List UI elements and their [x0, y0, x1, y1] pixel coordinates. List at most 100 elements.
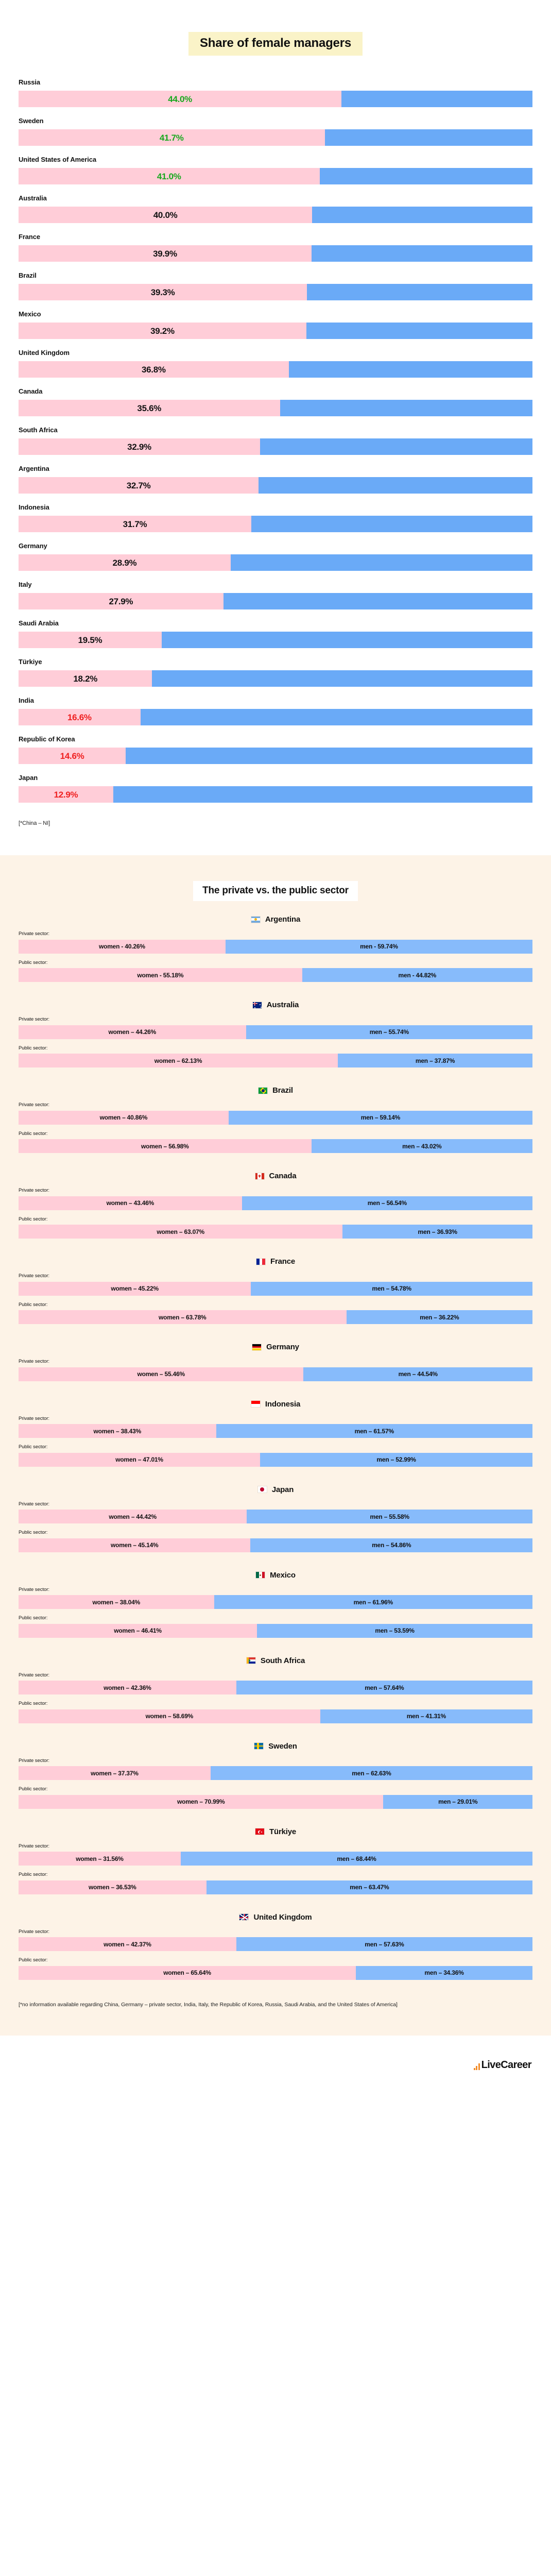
gender-split-bar: women – 70.99% men – 29.01% [19, 1794, 532, 1809]
country-header: Germany [19, 1331, 532, 1359]
men-segment: men – 44.54% [303, 1367, 532, 1381]
japan-flag-icon [257, 1486, 267, 1493]
sector-label: Private sector: [19, 1501, 49, 1507]
country-header: Brazil [19, 1074, 532, 1103]
men-segment-label: men - 44.82% [398, 971, 437, 979]
ranking-country-label: Japan [19, 774, 38, 782]
female-share-segment: 39.3% [19, 284, 307, 300]
men-segment: men – 52.99% [260, 1452, 532, 1467]
ranking-bar: 16.6% [19, 709, 532, 725]
men-segment-label: men – 36.22% [420, 1313, 459, 1321]
women-segment: women – 38.04% [19, 1595, 214, 1609]
gender-split-bar: women – 43.46% men – 56.54% [19, 1196, 532, 1210]
ranking-row: South Africa 32.9% [0, 427, 551, 455]
men-segment: men – 57.63% [236, 1937, 532, 1951]
men-segment-label: men – 61.57% [354, 1427, 394, 1435]
ranking-row: Republic of Korea 14.6% [0, 736, 551, 764]
men-segment-label: men – 53.59% [375, 1627, 415, 1634]
men-segment-label: men – 63.47% [350, 1884, 389, 1891]
male-share-segment [140, 709, 532, 725]
female-share-value: 44.0% [168, 94, 192, 104]
ranking-bar: 32.9% [19, 438, 532, 455]
female-share-value: 18.2% [73, 673, 98, 684]
ranking-row: Mexico 39.2% [0, 311, 551, 339]
country-block: Japan Private sector: women – 44.42% men – … [0, 1473, 551, 1552]
male-share-segment [307, 284, 532, 300]
ranking-country-label: South Africa [19, 426, 58, 434]
section1-title-wrap: Share of female managers [0, 0, 551, 56]
ranking-country-label: Sweden [19, 117, 44, 125]
ranking-row: United Kingdom 36.8% [0, 349, 551, 378]
gender-split-bar: women - 55.18% men - 44.82% [19, 968, 532, 982]
female-share-value: 40.0% [153, 210, 178, 220]
men-segment: men – 68.44% [180, 1852, 532, 1866]
men-segment: men - 44.82% [302, 968, 532, 982]
men-segment: men – 37.87% [338, 1054, 532, 1067]
women-segment: women – 56.98% [19, 1139, 312, 1153]
female-managers-ranking-list: Russia 44.0% Sweden 41.7% United States of A… [0, 56, 551, 803]
ranking-row: France 39.9% [0, 233, 551, 262]
female-share-value: 41.7% [159, 132, 184, 143]
men-segment-label: men – 62.63% [352, 1769, 391, 1777]
section1-footnote: [*China – NI] [19, 820, 50, 826]
men-segment-label: men – 55.74% [369, 1028, 409, 1036]
female-share-value: 19.5% [78, 635, 102, 645]
sector-label: Private sector: [19, 1102, 49, 1108]
country-name-label: South Africa [260, 1656, 305, 1665]
women-segment: women – 31.56% [19, 1852, 181, 1866]
women-segment-label: women – 45.22% [111, 1285, 159, 1292]
gender-split-bar: women – 46.41% men – 53.59% [19, 1623, 532, 1638]
ranking-bar: 41.7% [19, 129, 532, 146]
country-header: Japan [19, 1473, 532, 1502]
country-name-label: Mexico [270, 1570, 296, 1580]
women-segment-label: women – 56.98% [141, 1142, 189, 1150]
section2-title: The private vs. the public sector [193, 881, 358, 901]
ranking-row: Australia 40.0% [0, 195, 551, 223]
men-segment-label: men – 37.87% [415, 1057, 455, 1064]
gender-split-bar: women – 45.22% men – 54.78% [19, 1281, 532, 1296]
country-header: Australia [19, 989, 532, 1017]
women-segment: women – 63.78% [19, 1310, 347, 1324]
women-segment-label: women – 42.37% [104, 1940, 151, 1948]
men-segment: men – 61.96% [214, 1595, 532, 1609]
france-flag-icon [256, 1258, 266, 1265]
ranking-country-label: Italy [19, 581, 32, 588]
male-share-segment [126, 748, 532, 764]
country-name-label: United Kingdom [253, 1912, 312, 1922]
sector-label: Private sector: [19, 1359, 49, 1364]
male-share-segment [312, 207, 532, 223]
country-block: Indonesia Private sector: women – 38.43% me… [0, 1388, 551, 1467]
male-share-segment [324, 129, 532, 146]
female-share-segment: 19.5% [19, 632, 162, 648]
country-header: Sweden [19, 1730, 532, 1758]
ranking-bar: 19.5% [19, 632, 532, 648]
women-segment-label: women – 37.37% [91, 1769, 139, 1777]
female-share-segment: 12.9% [19, 786, 113, 803]
ranking-row: India 16.6% [0, 697, 551, 725]
female-share-segment: 39.2% [19, 323, 306, 339]
section1-spacer [0, 826, 551, 855]
country-name-label: France [270, 1257, 295, 1266]
female-share-value: 35.6% [137, 403, 162, 413]
ranking-row: United States of America 41.0% [0, 156, 551, 184]
country-name-label: Indonesia [265, 1399, 301, 1409]
page-footer: LiveCareer [0, 2035, 551, 2103]
ranking-bar: 41.0% [19, 168, 532, 184]
gender-split-bar: women – 44.26% men – 55.74% [19, 1025, 532, 1039]
ranking-row: Indonesia 31.7% [0, 504, 551, 532]
livecareer-logo[interactable]: LiveCareer [473, 2060, 532, 2070]
country-block: Canada Private sector: women – 43.46% men –… [0, 1160, 551, 1239]
women-segment: women – 45.14% [19, 1538, 251, 1552]
women-segment-label: women – 43.46% [106, 1199, 154, 1207]
men-segment: men – 55.58% [247, 1510, 532, 1523]
gender-split-bar: women - 40.26% men - 59.74% [19, 939, 532, 954]
women-segment-label: women – 63.78% [158, 1313, 206, 1321]
sector-label: Public sector: [19, 1045, 48, 1051]
women-segment: women – 65.64% [19, 1965, 356, 1980]
men-segment: men – 53.59% [257, 1623, 532, 1638]
female-share-value: 39.9% [153, 248, 177, 259]
ranking-country-label: India [19, 697, 34, 704]
men-segment: men – 34.36% [356, 1965, 532, 1980]
gender-split-bar: women – 36.53% men – 63.47% [19, 1880, 532, 1894]
country-header: Argentina [19, 903, 532, 931]
